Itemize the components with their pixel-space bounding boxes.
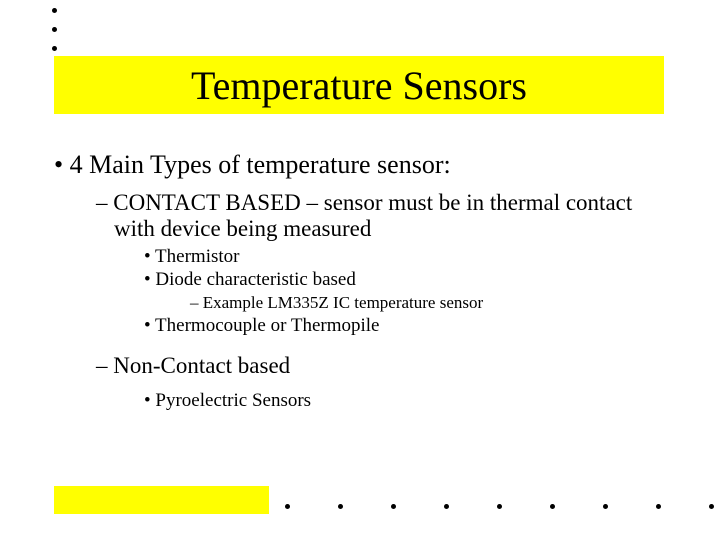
- title-bar: Temperature Sensors: [54, 56, 664, 114]
- bullet-lvl3-thermocouple: • Thermocouple or Thermopile: [144, 315, 664, 337]
- decor-dot: [550, 504, 555, 509]
- decor-dot: [52, 27, 57, 32]
- decor-dot: [497, 504, 502, 509]
- decor-dot: [603, 504, 608, 509]
- bullet-lvl3-diode: • Diode characteristic based: [144, 269, 664, 291]
- bullet-lvl2-contact: – CONTACT BASED – sensor must be in ther…: [96, 190, 664, 242]
- decor-dot: [285, 504, 290, 509]
- decor-dot: [338, 504, 343, 509]
- bullet-lvl2-noncontact: – Non-Contact based: [96, 353, 664, 379]
- bullet-lvl4-example: – Example LM335Z IC temperature sensor: [190, 293, 664, 313]
- decor-dot: [52, 8, 57, 13]
- decor-dot: [656, 504, 661, 509]
- slide-content: • 4 Main Types of temperature sensor: – …: [54, 150, 664, 414]
- bullet-lvl3-pyroelectric: • Pyroelectric Sensors: [144, 390, 664, 412]
- bullet-lvl3-thermistor: • Thermistor: [144, 246, 664, 268]
- decor-dot: [709, 504, 714, 509]
- slide-title: Temperature Sensors: [191, 62, 527, 109]
- decor-dot: [444, 504, 449, 509]
- footer-bar: [54, 486, 269, 514]
- bullet-lvl1: • 4 Main Types of temperature sensor:: [54, 150, 664, 180]
- decor-dot: [391, 504, 396, 509]
- decor-dot: [52, 46, 57, 51]
